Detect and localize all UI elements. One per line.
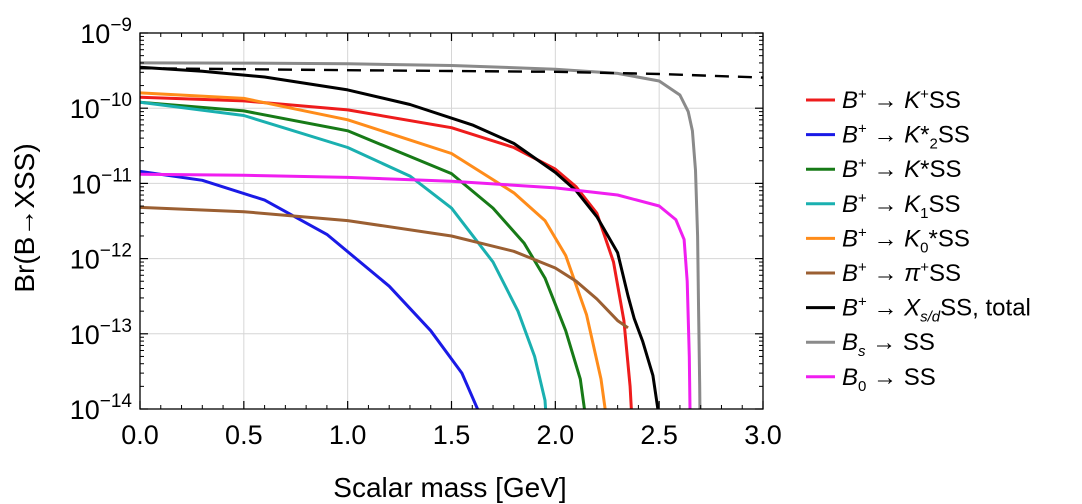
ticks bbox=[139, 32, 764, 410]
series-line bbox=[140, 91, 607, 409]
y-tick-label: 10−11 bbox=[71, 165, 132, 199]
plot-curves bbox=[140, 61, 763, 409]
x-tick-label: 2.5 bbox=[640, 420, 678, 450]
series-line bbox=[140, 169, 480, 409]
legend-label: B+ → Xs/dSS, total bbox=[842, 294, 1031, 326]
legend-label: B+ → K*2SS bbox=[842, 121, 970, 153]
series-line bbox=[140, 172, 692, 409]
dashed-reference-line bbox=[140, 67, 763, 79]
series-line bbox=[140, 205, 629, 330]
series-line bbox=[140, 100, 548, 409]
legend-label: B+ → K1SS bbox=[842, 190, 961, 222]
y-tick-label: 10−14 bbox=[70, 391, 133, 425]
x-axis-title: Scalar mass [GeV] bbox=[333, 472, 566, 503]
legend-label: B0 → SS bbox=[842, 364, 936, 395]
y-tick-label: 10−13 bbox=[70, 316, 132, 350]
legend-label: B+ → K*SS bbox=[842, 155, 962, 183]
x-tick-labels: 0.0 0.5 1.0 1.5 2.0 2.5 3.0 bbox=[121, 420, 782, 450]
y-tick-label: 10−12 bbox=[70, 241, 132, 275]
legend-label: Bs → SS bbox=[842, 329, 935, 360]
y-tick-label: 10−10 bbox=[70, 90, 132, 124]
y-tick-label: 10−9 bbox=[80, 15, 132, 49]
x-tick-label: 0.0 bbox=[121, 420, 159, 450]
legend-label: B+ → π+SS bbox=[842, 259, 961, 287]
y-tick-labels: 10−14 10−13 10−12 10−11 10−10 10−9 bbox=[70, 15, 133, 425]
legend-label: B+ → K+SS bbox=[842, 86, 961, 114]
x-tick-label: 2.0 bbox=[537, 420, 575, 450]
x-tick-label: 3.0 bbox=[744, 420, 782, 450]
legend-label: B+ → K0*SS bbox=[842, 224, 970, 256]
x-tick-label: 0.5 bbox=[225, 420, 263, 450]
series-line bbox=[140, 65, 660, 409]
series-line bbox=[140, 100, 586, 409]
x-tick-label: 1.5 bbox=[433, 420, 471, 450]
x-tick-label: 1.0 bbox=[329, 420, 367, 450]
y-axis-title: Br(B→XSS) bbox=[9, 143, 40, 292]
series-line bbox=[140, 95, 633, 409]
series-line bbox=[140, 61, 702, 409]
